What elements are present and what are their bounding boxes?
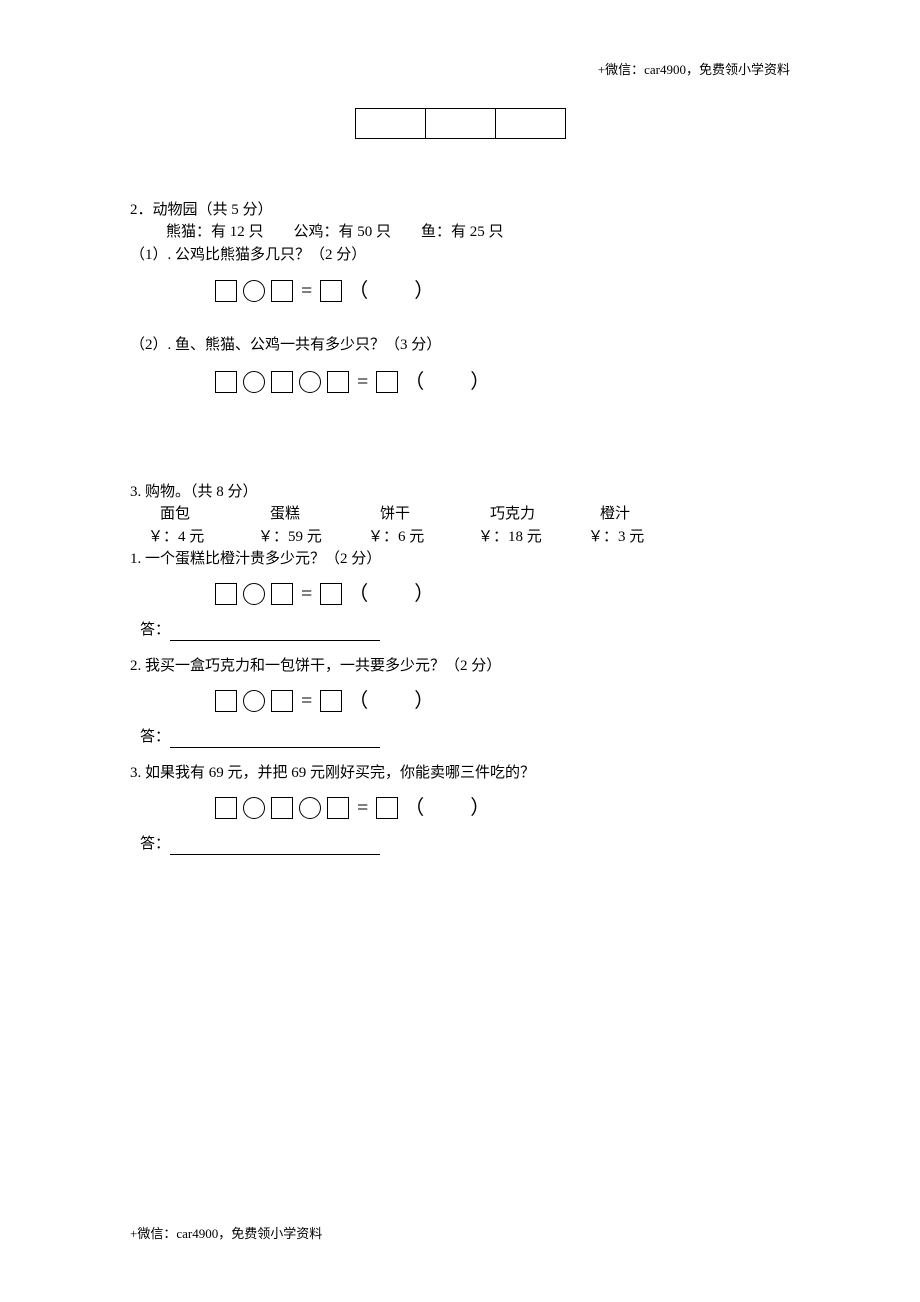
circle-box (243, 583, 265, 605)
square-box (320, 583, 342, 605)
equals-sign: = (299, 686, 314, 716)
answer-underline (170, 841, 380, 855)
circle-box (243, 690, 265, 712)
item-name: 饼干 (380, 503, 490, 526)
q3-item-names: 面包 蛋糕 饼干 巧克力 橙汁 (130, 503, 790, 526)
item-price: ￥：6 元 (368, 526, 478, 549)
square-box (327, 371, 349, 393)
q2-eq2: = （ ） (130, 367, 790, 397)
circle-box (299, 371, 321, 393)
q3-eq3: = （ ） (130, 793, 790, 823)
square-box (215, 280, 237, 302)
square-box (271, 797, 293, 819)
item-price: ￥：3 元 (588, 526, 698, 549)
item-name: 蛋糕 (270, 503, 380, 526)
q3-item-prices: ￥：4 元 ￥：59 元 ￥：6 元 ￥：18 元 ￥：3 元 (130, 526, 790, 549)
q3-part2: 2. 我买一盒巧克力和一包饼干，一共要多少元？（2 分） (130, 655, 790, 678)
square-box (376, 797, 398, 819)
answer-label: 答： (140, 836, 170, 852)
paren-blank: （ ） (348, 686, 436, 716)
q3-part1: 1. 一个蛋糕比橙汁贵多少元？（2 分） (130, 548, 790, 571)
square-box (271, 280, 293, 302)
q3-answer1: 答： (140, 619, 790, 642)
answer-underline (170, 627, 380, 641)
equals-sign: = (299, 276, 314, 306)
blank-table (355, 108, 566, 139)
item-name: 面包 (160, 503, 270, 526)
item-price: ￥：59 元 (258, 526, 368, 549)
q2-part2: （2）. 鱼、熊猫、公鸡一共有多少只？（3 分） (130, 334, 790, 357)
q2-part1: （1）. 公鸡比熊猫多几只？（2 分） (130, 244, 790, 267)
circle-box (299, 797, 321, 819)
square-box (376, 371, 398, 393)
square-box (271, 690, 293, 712)
square-box (215, 583, 237, 605)
item-price: ￥：18 元 (478, 526, 588, 549)
answer-underline (170, 734, 380, 748)
q3-part3: 3. 如果我有 69 元，并把 69 元刚好买完，你能卖哪三件吃的？ (130, 762, 790, 785)
answer-label: 答： (140, 622, 170, 638)
item-price: ￥：4 元 (148, 526, 258, 549)
q3-eq1: = （ ） (130, 579, 790, 609)
answer-label: 答： (140, 729, 170, 745)
q3-answer2: 答： (140, 726, 790, 749)
footer-note: +微信：car4900，免费领小学资料 (130, 1223, 322, 1242)
q2-animals: 熊猫：有 12 只 公鸡：有 50 只 鱼：有 25 只 (130, 221, 790, 244)
paren-blank: （ ） (404, 367, 492, 397)
q3-eq2: = （ ） (130, 686, 790, 716)
square-box (215, 371, 237, 393)
equals-sign: = (299, 579, 314, 609)
header-note: +微信：car4900，免费领小学资料 (130, 60, 790, 80)
square-box (271, 583, 293, 605)
equals-sign: = (355, 367, 370, 397)
circle-box (243, 797, 265, 819)
paren-blank: （ ） (404, 793, 492, 823)
item-name: 橙汁 (600, 503, 710, 526)
q2-title: 2．动物园（共 5 分） (130, 199, 790, 222)
square-box (320, 690, 342, 712)
q3-answer3: 答： (140, 833, 790, 856)
square-box (271, 371, 293, 393)
q3-title: 3. 购物。（共 8 分） (130, 481, 790, 504)
circle-box (243, 371, 265, 393)
square-box (320, 280, 342, 302)
circle-box (243, 280, 265, 302)
square-box (215, 797, 237, 819)
item-name: 巧克力 (490, 503, 600, 526)
q2-eq1: = （ ） (130, 276, 790, 306)
paren-blank: （ ） (348, 579, 436, 609)
paren-blank: （ ） (348, 276, 436, 306)
equals-sign: = (355, 793, 370, 823)
square-box (327, 797, 349, 819)
square-box (215, 690, 237, 712)
